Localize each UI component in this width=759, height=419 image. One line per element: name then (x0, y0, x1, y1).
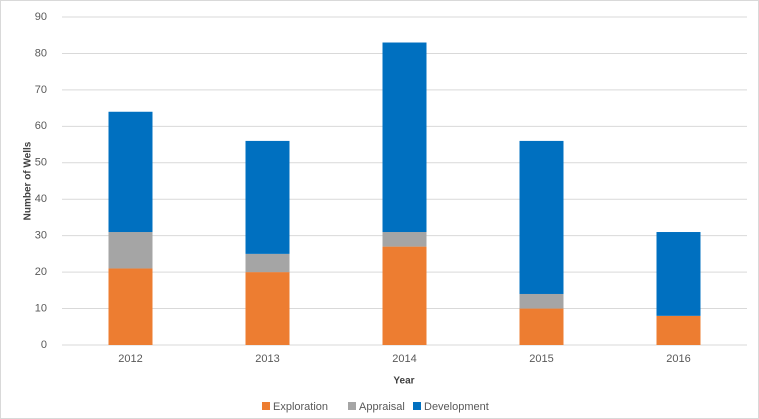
y-tick-label: 40 (35, 193, 47, 205)
legend-label: Exploration (273, 401, 328, 413)
bar-segment (382, 246, 427, 345)
x-axis-label: Year (393, 376, 414, 387)
x-tick-label: 2015 (529, 353, 553, 365)
x-tick-label: 2012 (118, 353, 142, 365)
bar-segment (245, 253, 290, 273)
bar-segment (519, 140, 564, 294)
legend-swatch (262, 402, 270, 410)
bar-segment (382, 232, 427, 247)
bar-segment (245, 140, 290, 254)
legend-label: Appraisal (359, 401, 405, 413)
bar-segment (108, 268, 153, 345)
bar-segment (382, 42, 427, 233)
y-tick-label: 0 (41, 339, 47, 351)
bar-segment (108, 111, 153, 233)
bar-segment (519, 308, 564, 345)
bar-segment (656, 315, 701, 345)
bar-segment (245, 272, 290, 345)
x-tick-label: 2014 (392, 353, 416, 365)
y-tick-label: 10 (35, 302, 47, 314)
x-tick-label: 2013 (255, 353, 279, 365)
y-axis-label: Number of Wells (23, 141, 34, 220)
bar-segment (656, 232, 701, 316)
bar-segment (108, 232, 153, 269)
legend-swatch (413, 402, 421, 410)
y-tick-label: 50 (35, 157, 47, 169)
legend-label: Development (424, 401, 489, 413)
x-tick-label: 2016 (666, 353, 690, 365)
y-tick-label: 80 (35, 47, 47, 59)
y-tick-label: 20 (35, 266, 47, 278)
y-tick-label: 30 (35, 230, 47, 242)
y-tick-label: 90 (35, 11, 47, 23)
y-tick-label: 70 (35, 84, 47, 96)
y-tick-label: 60 (35, 120, 47, 132)
bar-segment (519, 293, 564, 309)
legend-swatch (348, 402, 356, 410)
